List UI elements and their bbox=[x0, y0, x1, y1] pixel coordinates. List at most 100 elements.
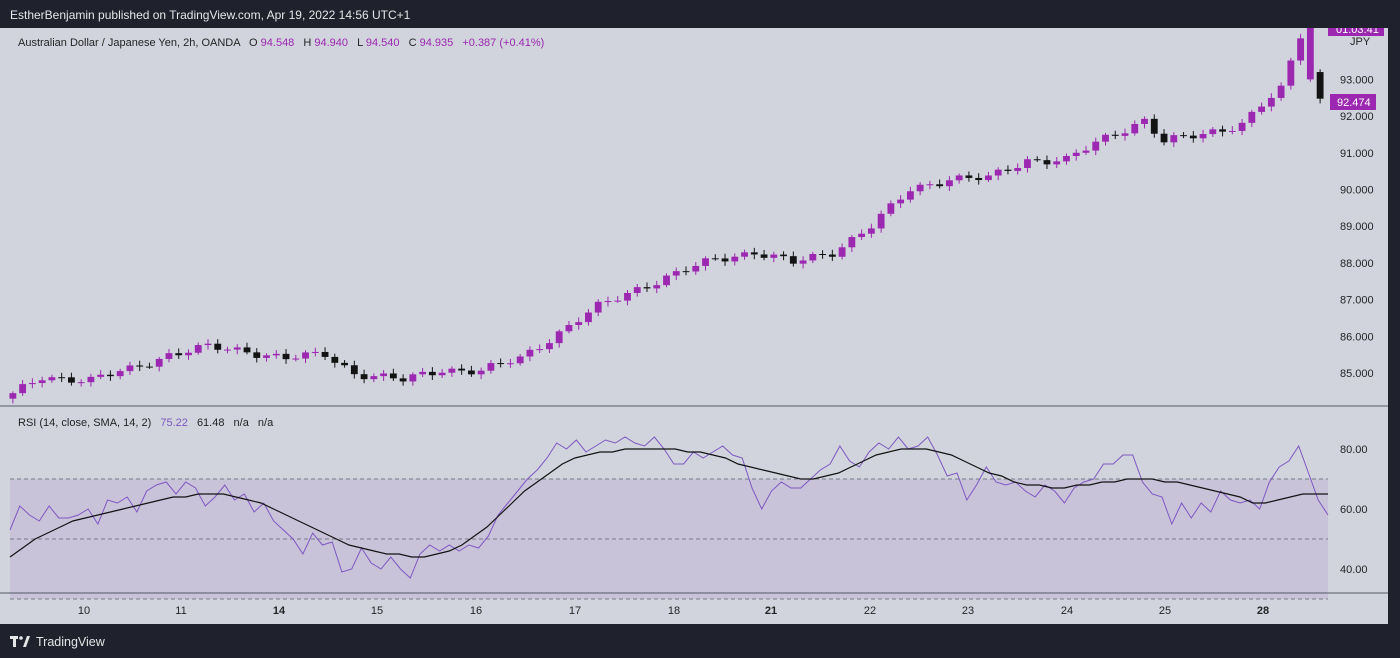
candle-22 bbox=[224, 346, 231, 354]
legend-c-value: 94.935 bbox=[420, 37, 454, 49]
rsi-tick-1: 60.00 bbox=[1340, 504, 1368, 516]
candle-10 bbox=[107, 370, 114, 381]
rsi-series-1 bbox=[9, 448, 1328, 558]
candle-60 bbox=[594, 299, 602, 317]
candle-70 bbox=[692, 262, 700, 275]
price-tick-0: 85.000 bbox=[1340, 368, 1374, 380]
candle-121 bbox=[1189, 130, 1197, 143]
candle-113 bbox=[1111, 130, 1119, 140]
candle-38 bbox=[380, 370, 388, 381]
candle-11 bbox=[116, 368, 124, 380]
price-tick-5: 90.000 bbox=[1340, 184, 1374, 196]
x-tick-3: 15 bbox=[371, 605, 383, 617]
price-tick-8: 93.000 bbox=[1340, 74, 1374, 86]
candle-120 bbox=[1180, 132, 1187, 139]
candle-67 bbox=[663, 273, 670, 288]
legend-o-label: O bbox=[249, 37, 258, 49]
rsi-legend-name: RSI (14, close, SMA, 14, 2) bbox=[18, 417, 151, 429]
rsi-legend-na2: n/a bbox=[258, 417, 274, 429]
tradingview-brand[interactable]: TradingView bbox=[10, 635, 105, 649]
candle-16 bbox=[165, 349, 173, 363]
rsi-legend: RSI (14, close, SMA, 14, 2) 75.22 61.48 … bbox=[18, 417, 274, 429]
candle-6 bbox=[67, 372, 75, 386]
candle-9 bbox=[97, 370, 105, 380]
candle-55 bbox=[546, 339, 553, 353]
candle-25 bbox=[253, 348, 261, 363]
candle-40 bbox=[399, 374, 407, 386]
candle-13 bbox=[136, 360, 144, 372]
candle-36 bbox=[360, 369, 368, 384]
candle-124 bbox=[1219, 125, 1226, 137]
candle-106 bbox=[1043, 155, 1051, 169]
candle-108 bbox=[1063, 153, 1070, 165]
candle-66 bbox=[653, 280, 661, 294]
candle-117 bbox=[1150, 114, 1158, 138]
candle-78 bbox=[770, 251, 778, 263]
candle-64 bbox=[633, 284, 641, 297]
candle-18 bbox=[185, 349, 192, 360]
candle-81 bbox=[799, 256, 807, 269]
x-tick-0: 10 bbox=[78, 605, 90, 617]
rsi-legend-value: 75.22 bbox=[160, 417, 188, 429]
candle-104 bbox=[1024, 156, 1031, 173]
candle-8 bbox=[87, 373, 95, 387]
chart-canvas[interactable]: 85.000 86.000 87.000 88.000 89.000 90.000 91.0… bbox=[0, 28, 1400, 624]
candle-86 bbox=[848, 234, 856, 253]
legend-l-value: 94.540 bbox=[366, 37, 400, 49]
x-tick-1: 11 bbox=[175, 605, 186, 617]
candle-133 bbox=[1306, 28, 1314, 82]
candle-26 bbox=[263, 353, 270, 362]
candle-79 bbox=[780, 251, 787, 261]
candle-69 bbox=[682, 266, 690, 276]
candle-87 bbox=[858, 229, 866, 240]
candle-109 bbox=[1072, 149, 1080, 161]
price-tick-4: 89.000 bbox=[1340, 221, 1374, 233]
rsi-tick-0: 40.00 bbox=[1340, 564, 1368, 576]
candle-83 bbox=[819, 250, 827, 259]
x-tick-2: 14 bbox=[273, 605, 286, 617]
candle-126 bbox=[1238, 118, 1246, 136]
candle-19 bbox=[194, 342, 202, 355]
candle-99 bbox=[975, 173, 983, 185]
candle-134 bbox=[1316, 69, 1324, 104]
legend-h-value: 94.940 bbox=[314, 37, 348, 49]
rsi-legend-ma: 61.48 bbox=[197, 417, 225, 429]
candle-27 bbox=[272, 350, 280, 359]
rsi-legend-na1: n/a bbox=[234, 417, 250, 429]
top-badge: 01:03:41 bbox=[1336, 28, 1379, 36]
candle-3 bbox=[38, 376, 46, 388]
candle-52 bbox=[516, 354, 524, 366]
candle-131 bbox=[1287, 57, 1295, 90]
candle-61 bbox=[604, 296, 612, 307]
candle-21 bbox=[214, 339, 222, 354]
candle-110 bbox=[1082, 145, 1090, 155]
legend-h-label: H bbox=[303, 37, 311, 49]
current-price-badge: 92.474 bbox=[1337, 97, 1371, 109]
candle-34 bbox=[341, 360, 348, 368]
candle-31 bbox=[311, 347, 319, 357]
candle-5 bbox=[58, 372, 66, 383]
publisher-text: EstherBenjamin published on TradingView.… bbox=[10, 8, 411, 22]
candle-105 bbox=[1033, 156, 1041, 162]
candle-57 bbox=[565, 320, 573, 334]
candle-43 bbox=[428, 367, 436, 380]
candle-56 bbox=[555, 329, 563, 348]
currency-label: JPY bbox=[1350, 36, 1371, 48]
candle-30 bbox=[302, 350, 309, 364]
candle-44 bbox=[438, 369, 446, 379]
candle-2 bbox=[28, 378, 36, 389]
candle-102 bbox=[1004, 165, 1012, 175]
candle-119 bbox=[1170, 132, 1178, 148]
x-tick-5: 17 bbox=[569, 605, 581, 617]
price-tick-3: 88.000 bbox=[1340, 258, 1374, 270]
candle-93 bbox=[916, 182, 924, 196]
candle-94 bbox=[926, 180, 934, 190]
price-pane[interactable]: 85.000 86.000 87.000 88.000 89.000 90.000 91.0… bbox=[9, 28, 1374, 404]
candle-28 bbox=[282, 349, 290, 364]
candle-68 bbox=[672, 267, 680, 281]
candle-46 bbox=[458, 364, 466, 375]
rsi-pane[interactable]: 40.00 60.00 80.00 bbox=[9, 436, 1368, 600]
current-price-badge-bg bbox=[1330, 94, 1376, 110]
candle-1 bbox=[19, 380, 27, 396]
candle-128 bbox=[1258, 102, 1266, 115]
